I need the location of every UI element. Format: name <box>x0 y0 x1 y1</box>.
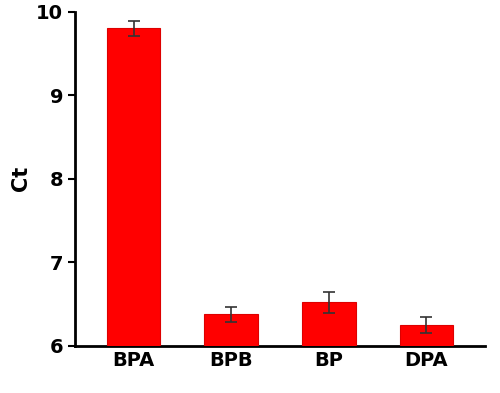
Bar <box>400 325 454 393</box>
Bar <box>204 314 258 393</box>
Y-axis label: Ct: Ct <box>10 166 30 191</box>
Bar <box>302 303 356 393</box>
Bar <box>106 29 160 393</box>
